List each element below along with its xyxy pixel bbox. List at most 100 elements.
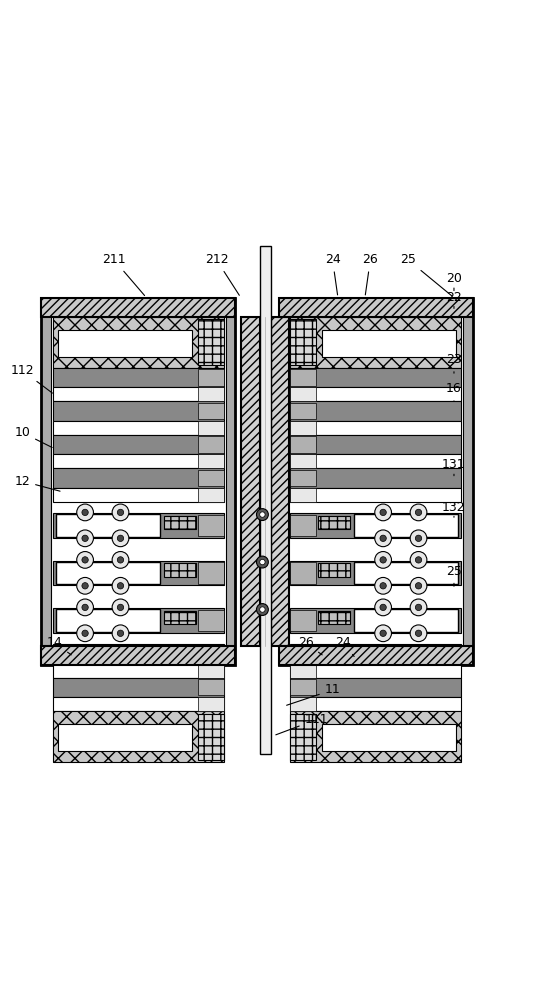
- Bar: [56, 514, 160, 537]
- Bar: [291, 454, 316, 468]
- Bar: [260, 246, 270, 754]
- Circle shape: [82, 604, 88, 611]
- Bar: [291, 610, 316, 631]
- Text: 24: 24: [335, 636, 354, 656]
- Bar: [197, 714, 223, 760]
- Bar: [291, 664, 316, 678]
- Bar: [197, 562, 223, 584]
- Text: 12: 12: [15, 475, 60, 491]
- Bar: [53, 678, 223, 697]
- Circle shape: [112, 577, 129, 594]
- Circle shape: [415, 557, 421, 563]
- Bar: [53, 317, 223, 368]
- Text: 16: 16: [446, 382, 462, 401]
- Bar: [291, 714, 316, 760]
- Bar: [291, 387, 316, 401]
- Bar: [53, 608, 223, 633]
- Bar: [197, 664, 223, 678]
- Bar: [318, 516, 350, 529]
- Bar: [291, 679, 316, 695]
- Bar: [291, 646, 316, 662]
- Bar: [197, 697, 223, 711]
- Text: 20: 20: [446, 272, 462, 291]
- Bar: [53, 468, 223, 488]
- Bar: [291, 608, 461, 633]
- Bar: [53, 421, 223, 435]
- Circle shape: [77, 552, 94, 568]
- Circle shape: [380, 535, 386, 541]
- Circle shape: [410, 530, 427, 547]
- Circle shape: [77, 577, 94, 594]
- Circle shape: [117, 583, 124, 589]
- Circle shape: [82, 583, 88, 589]
- Bar: [41, 646, 235, 665]
- Bar: [197, 387, 223, 401]
- Circle shape: [117, 557, 124, 563]
- Circle shape: [112, 599, 129, 616]
- Bar: [41, 298, 235, 317]
- Bar: [291, 317, 461, 368]
- Circle shape: [415, 583, 421, 589]
- Bar: [53, 488, 223, 502]
- Circle shape: [410, 599, 427, 616]
- Text: 22: 22: [446, 291, 462, 308]
- Bar: [197, 421, 223, 435]
- Circle shape: [77, 599, 94, 616]
- Circle shape: [415, 630, 421, 636]
- Circle shape: [77, 625, 94, 642]
- Bar: [197, 679, 223, 695]
- Bar: [291, 401, 461, 421]
- Text: 112: 112: [10, 364, 52, 393]
- Circle shape: [82, 509, 88, 516]
- Circle shape: [410, 552, 427, 568]
- Bar: [51, 307, 226, 655]
- Bar: [279, 298, 473, 317]
- Bar: [53, 644, 223, 664]
- Bar: [197, 319, 223, 365]
- Text: 25: 25: [446, 565, 462, 586]
- Bar: [291, 421, 461, 435]
- Text: 132: 132: [442, 501, 466, 517]
- Bar: [58, 330, 192, 357]
- Circle shape: [380, 604, 386, 611]
- Bar: [164, 563, 196, 577]
- Circle shape: [260, 607, 265, 612]
- Bar: [291, 368, 461, 387]
- Text: 111: 111: [276, 713, 328, 735]
- Bar: [53, 664, 223, 678]
- Bar: [291, 436, 316, 453]
- Text: 26: 26: [298, 636, 322, 655]
- Bar: [197, 488, 223, 502]
- Circle shape: [117, 535, 124, 541]
- Circle shape: [112, 504, 129, 521]
- Bar: [291, 513, 461, 538]
- Bar: [56, 609, 160, 632]
- Bar: [53, 561, 223, 585]
- Bar: [279, 646, 473, 665]
- Bar: [291, 435, 461, 454]
- Bar: [291, 403, 316, 419]
- Circle shape: [112, 625, 129, 642]
- Bar: [291, 454, 461, 468]
- Bar: [53, 387, 223, 401]
- Bar: [279, 298, 473, 665]
- Circle shape: [117, 509, 124, 516]
- Bar: [291, 387, 461, 401]
- Bar: [291, 468, 461, 488]
- Circle shape: [410, 577, 427, 594]
- Bar: [270, 317, 289, 646]
- Circle shape: [260, 559, 265, 565]
- Text: 26: 26: [362, 253, 378, 295]
- Circle shape: [112, 552, 129, 568]
- Bar: [53, 711, 223, 762]
- Circle shape: [415, 509, 421, 516]
- Circle shape: [112, 530, 129, 547]
- Bar: [291, 561, 461, 585]
- Bar: [197, 470, 223, 486]
- Bar: [197, 454, 223, 468]
- Circle shape: [380, 509, 386, 516]
- Text: 25: 25: [400, 253, 452, 296]
- Bar: [53, 513, 223, 538]
- Bar: [322, 724, 456, 751]
- Bar: [58, 724, 192, 751]
